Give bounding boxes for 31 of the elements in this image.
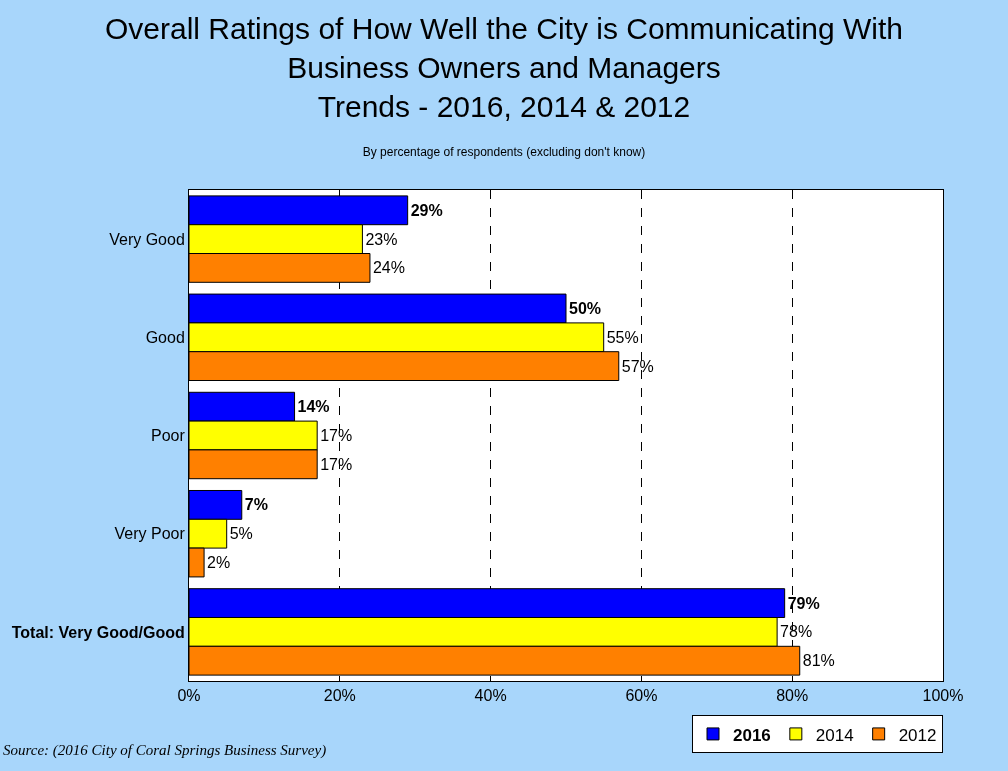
- data-label: 79%: [787, 594, 820, 612]
- x-tick-label: 20%: [323, 687, 356, 705]
- data-label: 14%: [297, 398, 330, 416]
- y-tick-label: Very Good: [109, 230, 185, 248]
- source-note: Source: (2016 City of Coral Springs Business Survey): [3, 742, 327, 759]
- data-label: 7%: [244, 496, 268, 514]
- data-label: 17%: [320, 427, 353, 444]
- chart-subtitle: By percentage of respondents (excluding don't know): [362, 144, 646, 159]
- y-tick-label: Total: Very Good/Good: [11, 623, 185, 641]
- data-label: 78%: [780, 623, 813, 641]
- chart-title: Overall Ratings of How Well the City is Communicating With Business Owners and Managers Trends - 2016, 2014 & 2012: [104, 11, 904, 123]
- y-tick-label: Good: [145, 328, 185, 346]
- data-label: 5%: [229, 525, 253, 543]
- data-label: 57%: [621, 357, 654, 375]
- y-tick-label: Poor: [151, 427, 186, 445]
- data-label: 2%: [207, 554, 231, 572]
- legend-label: 2016: [733, 725, 771, 745]
- data-label: 50%: [569, 299, 602, 317]
- x-tick-label: 40%: [474, 687, 507, 705]
- legend-label: 2012: [898, 725, 937, 745]
- legend-label: 2014: [815, 725, 854, 745]
- data-label: 55%: [606, 328, 639, 346]
- x-tick-label: 100%: [922, 687, 964, 705]
- data-label: 81%: [802, 652, 835, 670]
- y-tick-label: Very Poor: [114, 525, 186, 543]
- x-tick-label: 60%: [625, 687, 658, 705]
- x-tick-label: 0%: [177, 687, 201, 705]
- data-label: 29%: [410, 201, 443, 219]
- x-tick-label: 80%: [776, 687, 809, 705]
- data-label: 23%: [365, 230, 398, 248]
- data-label: 24%: [372, 259, 405, 277]
